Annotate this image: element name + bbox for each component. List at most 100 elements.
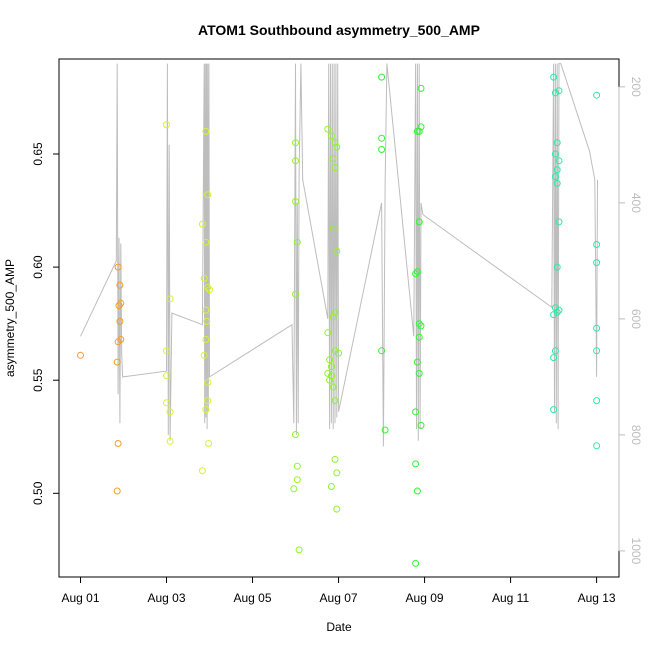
data-point — [198, 220, 206, 228]
data-point — [293, 476, 301, 484]
data-point — [163, 347, 170, 355]
data-point — [292, 139, 299, 147]
data-point — [551, 150, 559, 158]
data-point — [550, 311, 558, 319]
y-tick-label: 0.55 — [31, 368, 45, 392]
data-point — [555, 218, 563, 226]
data-point — [550, 354, 558, 362]
data-point — [204, 397, 212, 405]
x-tick-label: Aug 13 — [578, 591, 616, 605]
secondary-line-layer — [80, 63, 598, 447]
data-point — [200, 274, 208, 282]
data-point — [593, 259, 601, 267]
data-point — [117, 299, 125, 307]
y2-axis: 200 400 600 800 1000 — [618, 77, 643, 565]
data-point — [331, 455, 339, 463]
data-point — [293, 238, 301, 246]
x-tick-label: Aug 07 — [320, 591, 358, 605]
data-point — [116, 317, 124, 325]
data-point — [551, 347, 559, 355]
data-point — [204, 379, 212, 386]
data-point — [378, 146, 386, 153]
data-point — [551, 89, 559, 97]
plot-frame — [58, 58, 620, 578]
data-point — [293, 462, 301, 470]
data-point — [114, 338, 122, 346]
data-point — [331, 347, 339, 355]
y2-tick-label: 400 — [629, 193, 643, 213]
data-point — [166, 408, 174, 416]
data-point — [413, 487, 421, 495]
data-point — [333, 505, 341, 513]
data-point — [331, 164, 339, 172]
data-point — [333, 469, 341, 477]
chart-title: ATOM1 Southbound asymmetry_500_AMP — [198, 22, 480, 38]
data-point — [292, 157, 299, 165]
data-point — [412, 408, 420, 416]
data-point — [593, 442, 601, 450]
data-point — [378, 134, 386, 142]
data-point — [593, 347, 601, 355]
data-point — [206, 286, 213, 294]
data-point — [292, 198, 299, 205]
data-point — [417, 123, 425, 131]
data-point — [593, 324, 601, 332]
data-point — [166, 295, 174, 303]
data-point — [163, 399, 170, 407]
data-point — [417, 322, 425, 330]
data-point — [204, 284, 212, 291]
y2-tick-label: 200 — [629, 77, 643, 97]
data-point — [593, 91, 601, 99]
data-point — [295, 546, 303, 554]
data-point — [553, 179, 561, 187]
data-point — [555, 87, 563, 95]
data-point — [115, 302, 123, 310]
data-point — [329, 313, 337, 321]
y-tick-label: 0.65 — [31, 142, 45, 166]
data-point — [202, 406, 210, 414]
data-point — [329, 155, 337, 162]
x-tick-label: Aug 03 — [147, 591, 185, 605]
data-point — [378, 347, 386, 355]
y2-tick-label: 1000 — [629, 538, 643, 565]
x-tick-label: Aug 01 — [61, 591, 99, 605]
data-point — [333, 247, 341, 255]
data-point — [324, 125, 332, 133]
x-tick-label: Aug 09 — [406, 591, 444, 605]
data-point — [551, 304, 559, 312]
data-point — [553, 139, 561, 147]
data-point — [198, 467, 206, 475]
data-point — [555, 306, 563, 314]
data-point — [551, 173, 559, 181]
data-point — [415, 127, 423, 135]
data-point — [324, 369, 332, 377]
x-axis: Aug 01 Aug 03 Aug 05 Aug 07 Aug 09 Aug 11 Aug … — [61, 577, 616, 605]
data-point — [202, 238, 210, 246]
data-point — [326, 356, 334, 364]
y-tick-label: 0.50 — [31, 481, 45, 505]
data-point — [555, 157, 563, 165]
y2-tick-label: 800 — [629, 425, 643, 445]
data-point — [333, 143, 341, 151]
y-axis: 0.50 0.55 0.60 0.65 — [31, 142, 59, 505]
data-point — [550, 73, 558, 81]
data-point — [417, 84, 425, 92]
data-point — [593, 241, 601, 248]
data-point — [200, 351, 208, 359]
y-tick-label: 0.60 — [31, 255, 45, 279]
data-point — [292, 290, 299, 298]
y-axis-label: asymmetry_500_AMP — [3, 259, 17, 377]
data-point — [77, 351, 84, 359]
data-point — [204, 191, 212, 199]
data-point — [292, 431, 299, 438]
data-point — [331, 139, 339, 147]
y2-tick-label: 600 — [629, 309, 643, 329]
data-point — [412, 559, 420, 567]
x-tick-label: Aug 05 — [234, 591, 272, 605]
data-point — [415, 218, 423, 226]
data-point — [412, 460, 420, 468]
data-point — [205, 440, 213, 447]
data-point — [327, 483, 335, 490]
x-tick-label: Aug 11 — [492, 591, 529, 605]
